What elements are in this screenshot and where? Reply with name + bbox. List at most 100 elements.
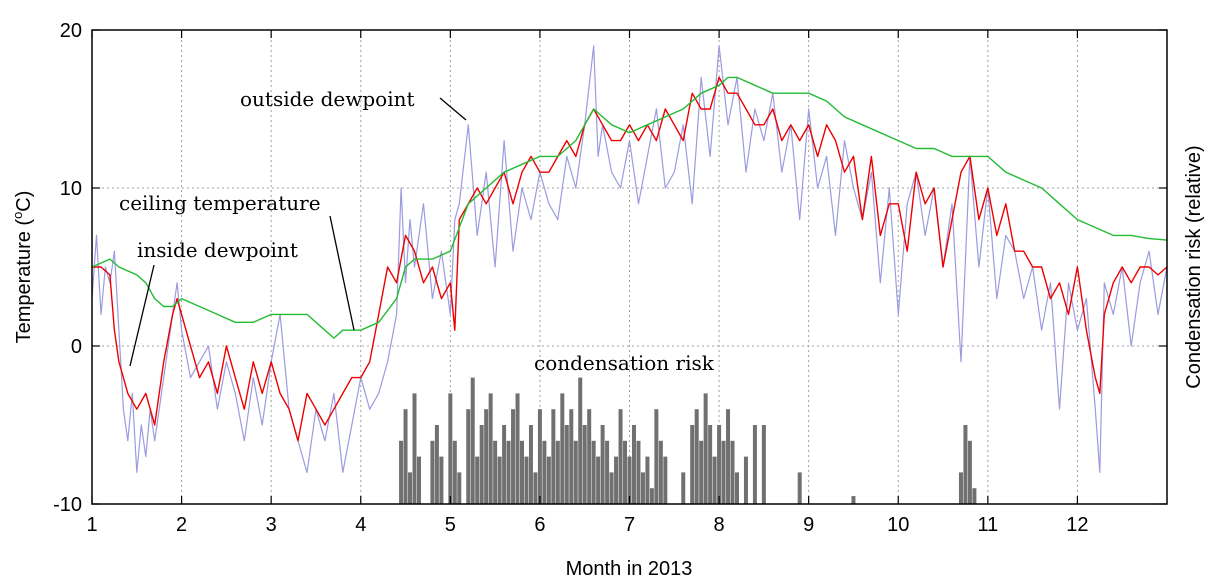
- annotation-ceiling-temperature: ceiling temperature: [119, 191, 321, 215]
- risk-bar: [730, 440, 735, 504]
- series-lines: [91, 45, 1168, 473]
- risk-bar: [542, 440, 547, 504]
- risk-bar: [958, 472, 963, 504]
- risk-bar: [631, 425, 636, 504]
- risk-bar: [761, 425, 766, 504]
- x-tick-label: 7: [624, 514, 635, 536]
- risk-bar: [851, 496, 856, 504]
- risk-bar: [448, 393, 453, 504]
- risk-bar: [564, 425, 569, 504]
- risk-bar: [600, 425, 605, 504]
- risk-bar: [479, 425, 484, 504]
- risk-bar: [416, 456, 421, 504]
- risk-bar: [408, 472, 413, 504]
- risk-bar: [708, 425, 713, 504]
- annotation-outside-leader: [439, 97, 467, 121]
- risk-bar: [439, 456, 444, 504]
- series-line-ceiling-temperature: [91, 76, 1168, 339]
- x-axis-title: Month in 2013: [566, 558, 693, 580]
- annotation-inside-leader: [129, 264, 155, 367]
- risk-bar: [555, 440, 560, 504]
- risk-bar: [399, 440, 404, 504]
- risk-bar: [614, 456, 619, 504]
- risk-bar: [623, 440, 628, 504]
- risk-bar: [735, 472, 739, 504]
- risk-bar: [506, 440, 511, 504]
- annotation-inside-dewpoint: inside dewpoint: [137, 238, 298, 262]
- risk-bar: [533, 472, 538, 504]
- x-tick-label: 12: [1066, 514, 1088, 536]
- risk-bar: [681, 472, 686, 504]
- risk-bar: [636, 440, 641, 504]
- risk-bar: [578, 377, 583, 504]
- risk-bar: [488, 393, 493, 504]
- risk-bar: [690, 425, 695, 504]
- risk-bar: [520, 440, 524, 504]
- y-tick-label: 20: [60, 20, 82, 42]
- risk-bar: [645, 456, 650, 504]
- risk-bar: [573, 440, 578, 504]
- risk-bar: [582, 425, 587, 504]
- risk-bar: [963, 425, 968, 504]
- x-tick-label: 11: [977, 514, 998, 536]
- risk-bar: [403, 409, 408, 504]
- risk-bar: [596, 456, 601, 504]
- risk-bar: [569, 409, 574, 504]
- risk-bar: [699, 440, 704, 504]
- risk-bar: [524, 456, 529, 504]
- y-axis-title-main: Temperature (: [13, 219, 35, 344]
- risk-bar: [717, 425, 722, 504]
- x-tick-label: 9: [803, 514, 814, 536]
- x-tick-label: 1: [86, 514, 97, 536]
- risk-bar: [493, 440, 498, 504]
- risk-bar: [502, 425, 507, 504]
- series-line-inside-dewpoint: [92, 76, 1168, 442]
- risk-bar: [560, 393, 565, 504]
- annotation-condensation-risk: condensation risk: [534, 351, 715, 375]
- risk-bar: [537, 409, 542, 504]
- risk-bar: [546, 456, 551, 504]
- risk-bar: [497, 456, 502, 504]
- risk-bar: [967, 440, 972, 504]
- risk-bar: [703, 393, 708, 504]
- series-line-outside-dewpoint: [91, 45, 1168, 473]
- risk-bar: [654, 409, 659, 504]
- x-tick-label: 8: [714, 514, 725, 536]
- risk-bar: [605, 440, 610, 504]
- risk-bar: [551, 409, 556, 504]
- risk-bar: [712, 456, 717, 504]
- y-tick-label: 0: [71, 336, 82, 358]
- risk-bar: [743, 456, 748, 504]
- risk-bar: [640, 472, 645, 504]
- risk-bar: [484, 409, 489, 504]
- y-axis-title-sup: o: [10, 212, 25, 219]
- y-axis-title: Temperature (oC): [10, 191, 35, 344]
- risk-bar: [587, 409, 592, 504]
- risk-bar: [412, 393, 417, 504]
- risk-bar: [658, 440, 663, 504]
- annotation-outside-dewpoint: outside dewpoint: [240, 87, 415, 111]
- y-axis-title-tail: C): [13, 191, 35, 212]
- risk-bar: [515, 393, 520, 504]
- x-tick-label: 2: [176, 514, 187, 536]
- risk-bar: [972, 488, 977, 504]
- y2-axis-title: Condensation risk (relative): [1183, 145, 1205, 388]
- y-tick-label: 10: [60, 178, 82, 200]
- risk-bar: [434, 425, 439, 504]
- risk-bar: [528, 425, 533, 504]
- risk-bar: [752, 425, 757, 504]
- condensation-risk-bars: [399, 377, 977, 504]
- risk-bar: [694, 409, 699, 504]
- risk-bar: [470, 377, 475, 504]
- risk-bar: [663, 456, 668, 504]
- risk-bar: [797, 472, 802, 504]
- risk-bar: [726, 409, 731, 504]
- risk-bar: [457, 472, 462, 504]
- x-tick-label: 5: [445, 514, 456, 536]
- x-tick-label: 10: [887, 514, 909, 536]
- x-tick-label: 4: [355, 514, 366, 536]
- risk-bar: [591, 440, 596, 504]
- y-tick-label: -10: [53, 494, 82, 516]
